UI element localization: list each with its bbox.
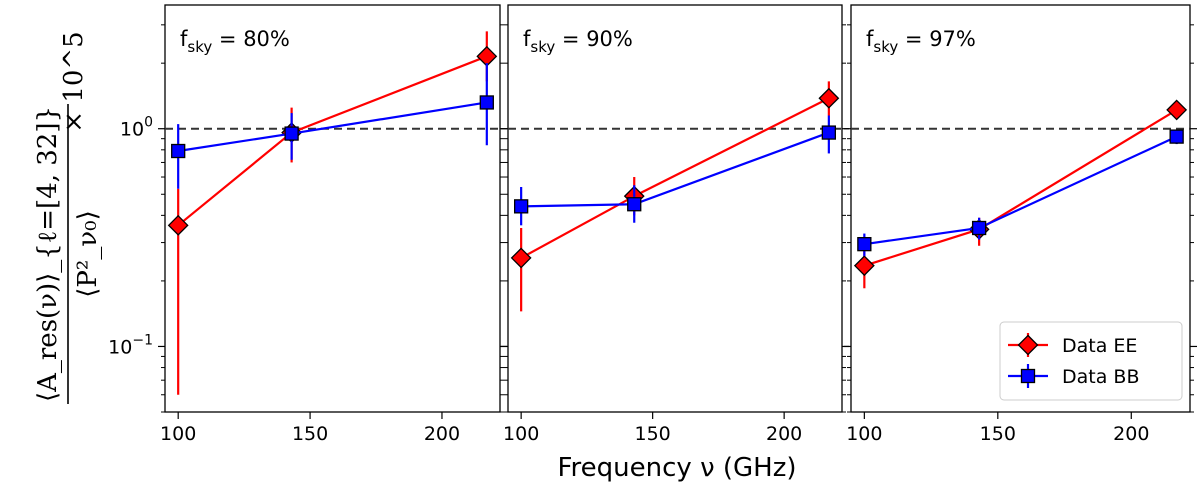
y-axis-label-multiplier: × 10^5 [59,31,89,132]
legend-label: Data EE [1062,335,1137,357]
y-tick-exponent: −1 [132,332,153,348]
y-tick-exponent: 0 [144,115,153,131]
panel-title-value: = 90% [555,27,633,51]
data-point [821,125,837,140]
panel-title-subscript: sky [873,38,898,56]
data-point [971,220,987,236]
x-tick-label: 100 [160,423,196,445]
panel-frame [507,4,843,413]
y-axis-label: ⟨A_res(ν)⟩_{ℓ=[4, 32]} ⟨P²_ν₀⟩ × 10^5 [33,31,103,404]
data-point [818,87,840,109]
panel-title-value: = 97% [898,27,976,51]
data-point [1169,129,1184,144]
series-data-bb [513,115,837,226]
legend-marker [1020,368,1036,384]
legend-frame [999,321,1183,401]
x-tick-label: 200 [1113,423,1149,445]
data-point [284,126,299,141]
legend-entry-data-bb: Data BB [1008,364,1139,388]
panel-frame [164,4,501,413]
data-point [857,237,872,252]
data-point [627,197,642,212]
panel-title-value: = 80% [212,27,290,51]
series-data-bb [171,63,494,189]
series-data-bb [857,129,1184,257]
series-data-ee [510,81,840,312]
x-axis-label: Frequency ν (GHz) [557,453,796,483]
x-tick-label: 100 [846,423,882,445]
y-axis-label-denominator: ⟨P²_ν₀⟩ [73,210,103,297]
data-point [853,255,875,277]
legend: Data EE Data BB [999,321,1183,401]
x-tick-label: 200 [424,423,460,445]
x-tick-label: 150 [635,423,671,445]
x-tick-label: 100 [503,423,539,445]
legend-entry-data-ee: Data EE [1008,333,1137,357]
x-tick-label: 200 [766,423,802,445]
legend-marker [1017,334,1039,356]
panel-title-subscript: sky [187,38,212,56]
x-tick-label: 150 [292,423,328,445]
y-tick-label: 10−1 [108,332,153,358]
data-point [1166,99,1188,121]
data-point [167,214,189,236]
y-tick-label: 100 [120,115,153,141]
y-axis-label-numerator: ⟨A_res(ν)⟩_{ℓ=[4, 32]} [33,106,63,402]
x-tick-label: 150 [980,423,1016,445]
data-point [479,95,494,110]
legend-entries: Data EE Data BB [1008,333,1139,388]
data-point [510,247,532,269]
legend-label: Data BB [1062,366,1139,388]
panel-title-subscript: sky [530,38,555,56]
data-point [513,199,529,214]
data-point [171,143,186,159]
